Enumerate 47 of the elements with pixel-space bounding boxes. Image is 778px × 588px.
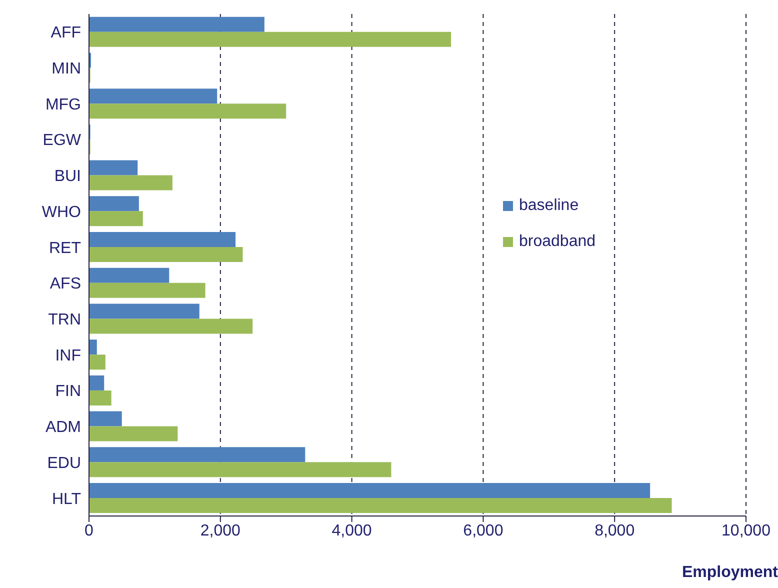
bar <box>89 88 218 104</box>
bar <box>89 375 104 390</box>
y-tick-label: BUI <box>54 168 81 186</box>
x-tick-label: 10,000 <box>722 522 771 540</box>
x-axis-title: Employment <box>682 564 778 582</box>
bar <box>89 340 97 355</box>
bar <box>89 247 243 262</box>
bar <box>89 196 139 212</box>
y-tick-label: AFS <box>50 276 81 293</box>
y-tick-label: INF <box>55 347 82 364</box>
x-tick-label: 0 <box>84 522 94 540</box>
y-tick-label: TRN <box>48 311 81 328</box>
x-tick-label: 2,000 <box>200 522 241 540</box>
x-tick-label: 8,000 <box>594 522 635 540</box>
bar <box>89 304 200 319</box>
bar <box>89 318 253 334</box>
bar <box>89 268 170 283</box>
y-tick-label: HLT <box>52 490 82 508</box>
y-tick-label: EDU <box>47 454 81 472</box>
bar <box>89 411 122 426</box>
legend-label: broadband <box>519 232 596 252</box>
bar <box>89 354 106 370</box>
bar <box>89 160 138 176</box>
y-tick-label: MFG <box>45 96 81 114</box>
y-tick-label: MIN <box>52 60 81 78</box>
y-tick-label: WHO <box>42 204 81 221</box>
bar <box>89 282 206 298</box>
y-tick-label: ADM <box>45 419 81 436</box>
y-tick-label: AFF <box>50 24 82 42</box>
bar <box>89 232 236 248</box>
bar <box>89 426 178 442</box>
bar <box>89 498 672 514</box>
bar <box>89 175 172 190</box>
y-tick-label: EGW <box>42 132 82 150</box>
x-tick-label: 6,000 <box>463 522 504 540</box>
y-tick-label: RET <box>49 240 82 257</box>
bar <box>89 447 306 462</box>
bar <box>89 211 143 226</box>
bar <box>89 104 286 119</box>
bar <box>89 16 264 32</box>
bar <box>89 32 452 47</box>
legend-label: baseline <box>519 196 579 216</box>
bar <box>89 390 112 406</box>
bar <box>89 483 650 498</box>
x-tick-label: 4,000 <box>332 522 372 540</box>
bar <box>89 462 392 478</box>
y-tick-label: FIN <box>55 383 81 400</box>
